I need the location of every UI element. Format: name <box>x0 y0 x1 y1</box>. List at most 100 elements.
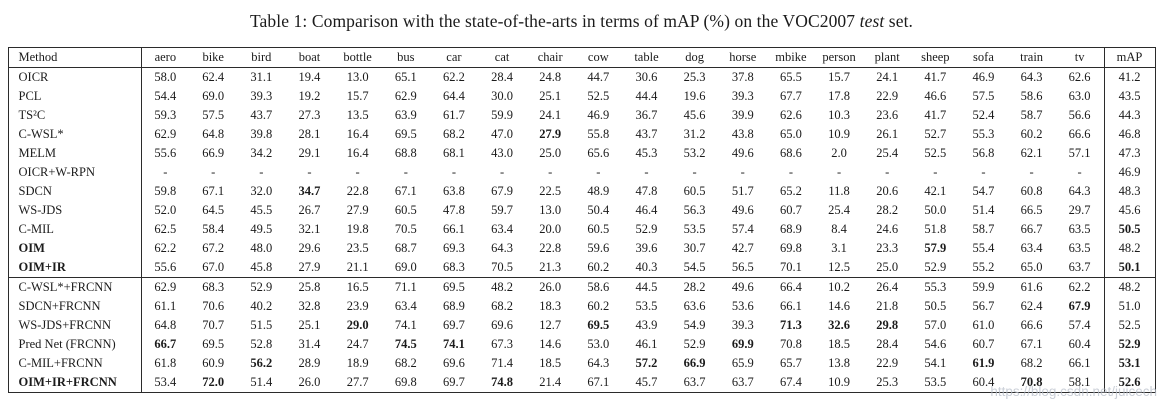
table-cell: - <box>596 165 601 179</box>
table-cell: 60.8 <box>1020 184 1043 198</box>
column-header-cow: cow <box>574 47 623 68</box>
table-cell: 10.2 <box>814 277 864 297</box>
caption-emphasis: test <box>859 11 885 31</box>
table-cell: 58.7 <box>972 222 995 236</box>
table-cell: 59.3 <box>154 108 177 122</box>
table-cell: 65.5 <box>779 70 802 84</box>
table-cell: 28.2 <box>876 203 899 217</box>
table-cell: 65.7 <box>779 356 802 370</box>
table-cell: 48.0 <box>250 241 273 255</box>
table-cell: 63.8 <box>442 184 465 198</box>
table-cell: 52.0 <box>154 203 177 217</box>
table-cell: 52.9 <box>237 277 286 297</box>
table-cell: 11.8 <box>828 184 850 198</box>
table-cell: 68.9 <box>442 299 465 313</box>
table-cell: 32.1 <box>298 222 321 236</box>
table-row: MELM 55.6 66.9 34.2 29.1 16.4 68.8 68.1 43.0 25.0… <box>8 144 1155 163</box>
table-cell: 28.2 <box>670 277 719 297</box>
table-cell: 23.3 <box>876 241 899 255</box>
table-cell: 28.1 <box>298 127 321 141</box>
table-row: C-WSL* 62.9 64.8 39.8 28.1 16.4 69.5 68.2 47.0 27… <box>8 125 1155 144</box>
table-cell: 70.8 <box>1020 375 1043 389</box>
table-cell: 69.7 <box>442 318 465 332</box>
table-cell: 52.5 <box>924 146 947 160</box>
table-cell: 10.9 <box>828 375 850 389</box>
table-cell: 58.1 <box>1068 375 1091 389</box>
table-cell: - <box>307 165 312 179</box>
table-cell: 63.7 <box>1068 260 1091 274</box>
table-cell: 29.6 <box>298 241 321 255</box>
table-row: C-WSL*+FRCNN 62.9 68.3 52.9 25.8 16.5 71.1 69.5… <box>8 277 1155 297</box>
table-cell: 44.7 <box>587 70 610 84</box>
table-cell: 24.8 <box>539 70 562 84</box>
table-cell: - <box>499 165 505 179</box>
table-cell: 60.5 <box>683 184 706 198</box>
table-cell: 56.6 <box>1068 108 1091 122</box>
table-cell: 54.6 <box>924 337 947 351</box>
table-cell: 55.3 <box>972 127 995 141</box>
table-cell: 27.9 <box>539 127 562 141</box>
table-cell: 68.2 <box>394 356 417 370</box>
table-cell: 25.4 <box>876 146 899 160</box>
table-cell: 60.5 <box>587 222 610 236</box>
method-cell: WS-JDS <box>8 201 142 220</box>
method-cell: PCL <box>8 87 142 106</box>
method-cell: OIM+IR <box>8 258 142 278</box>
table-cell: 54.7 <box>972 184 995 198</box>
table-cell: 19.4 <box>298 70 321 84</box>
table-cell: 55.4 <box>972 241 995 255</box>
table-cell: 50.1 <box>1103 258 1155 278</box>
table-cell: 69.8 <box>779 241 802 255</box>
table-cell: 29.0 <box>346 318 369 332</box>
table-cell: 34.2 <box>250 146 273 160</box>
table-cell: 53.0 <box>587 337 610 351</box>
column-header-bird: bird <box>237 47 286 68</box>
column-header-map: mAP <box>1103 47 1155 68</box>
table-cell: 31.4 <box>298 337 321 351</box>
table-cell: 55.2 <box>972 260 995 274</box>
table-cell: - <box>644 165 649 179</box>
column-header-plant: plant <box>863 47 912 68</box>
table-cell: 69.3 <box>442 241 465 255</box>
table-cell: - <box>548 165 553 179</box>
method-cell: MELM <box>8 144 142 163</box>
table-row: OIM 62.2 67.2 48.0 29.6 23.5 68.7 69.3 64.3 22.8 5… <box>8 239 1155 258</box>
column-header-dog: dog <box>670 47 719 68</box>
table-cell: 31.2 <box>683 127 706 141</box>
table-cell: 66.1 <box>442 222 465 236</box>
table-cell: 21.8 <box>876 299 899 313</box>
table-cell: 60.7 <box>779 203 802 217</box>
table-cell: 21.3 <box>539 260 562 274</box>
table-cell: 58.7 <box>1020 108 1043 122</box>
table-cell: 27.9 <box>346 203 369 217</box>
table-cell: 22.9 <box>876 89 899 103</box>
table-cell: 21.4 <box>539 375 562 389</box>
table-caption: Table 1: Comparison with the state-of-th… <box>0 0 1163 32</box>
table-cell: 25.8 <box>285 277 334 297</box>
table-cell: 41.7 <box>924 108 947 122</box>
table-cell: 69.6 <box>491 318 513 332</box>
table-cell: 68.8 <box>394 146 417 160</box>
table-cell: 71.3 <box>779 318 802 332</box>
table-cell: 46.8 <box>1103 125 1155 144</box>
table-cell: 57.4 <box>731 222 754 236</box>
table-cell: 64.3 <box>587 356 610 370</box>
table-cell: 59.6 <box>587 241 610 255</box>
table-cell: 12.7 <box>539 318 562 332</box>
table-cell: 62.4 <box>202 70 225 84</box>
table-cell: 70.1 <box>779 260 802 274</box>
table-cell: 51.8 <box>924 222 947 236</box>
table-cell: 72.0 <box>202 375 225 389</box>
table-cell: - <box>692 165 697 179</box>
table-cell: 44.5 <box>622 277 671 297</box>
table-cell: 53.5 <box>924 375 947 389</box>
table-cell: 12.5 <box>828 260 850 274</box>
table-cell: 52.9 <box>635 222 658 236</box>
table-cell: 55.8 <box>587 127 610 141</box>
table-cell: 49.6 <box>718 277 767 297</box>
table-cell: 63.4 <box>394 299 417 313</box>
column-header-chair: chair <box>526 47 575 68</box>
table-cell: 55.6 <box>154 260 177 274</box>
table-row: C-MIL+FRCNN 61.8 60.9 56.2 28.9 18.9 68.2 69.6 7… <box>8 354 1155 373</box>
table-cell: 23.9 <box>346 299 369 313</box>
